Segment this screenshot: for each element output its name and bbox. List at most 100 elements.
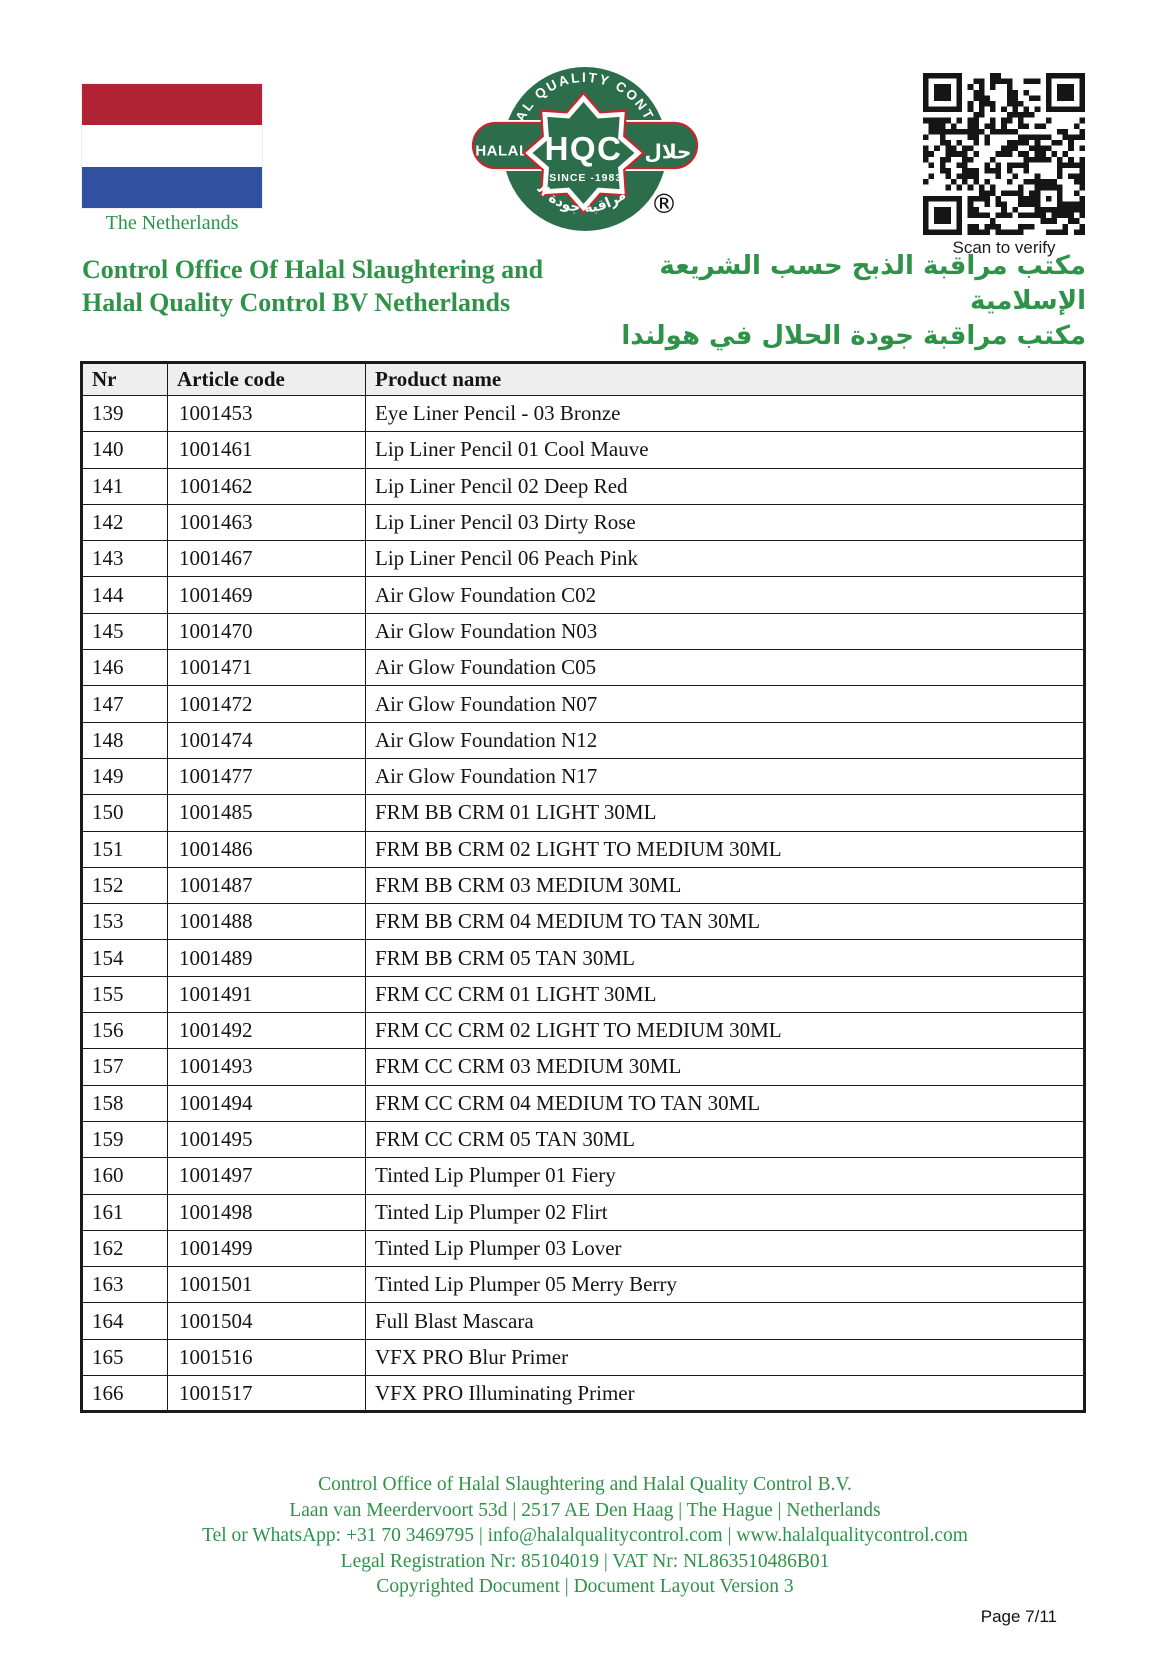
table-row: 149 1001477 Air Glow Foundation N17 <box>81 757 1085 796</box>
row-nr: 166 <box>81 1375 168 1413</box>
row-nr: 158 <box>81 1084 168 1122</box>
table-row: 151 1001486 FRM BB CRM 02 LIGHT TO MEDIUM … <box>81 830 1085 868</box>
row-nr: 147 <box>81 685 168 723</box>
row-product-name: Eye Liner Pencil - 03 Bronze <box>365 394 1085 433</box>
table-header-row: Nr Article code Product name <box>81 362 1085 396</box>
org-title-ar-line1: مكتب مراقبة الذبح حسب الشريعة الإسلامية <box>659 251 1086 316</box>
row-article-code: 1001477 <box>167 757 366 796</box>
product-table: Nr Article code Product name 139 1001453 E… <box>80 361 1086 1414</box>
org-title-en-line2: Halal Quality Control BV Netherlands <box>82 288 511 317</box>
table-row: 156 1001492 FRM CC CRM 02 LIGHT TO MEDIUM … <box>81 1012 1085 1050</box>
column-header-nr: Nr <box>81 362 168 396</box>
row-nr: 146 <box>81 649 168 687</box>
row-article-code: 1001488 <box>167 903 366 941</box>
row-product-name: Lip Liner Pencil 03 Dirty Rose <box>365 503 1085 542</box>
table-row: 142 1001463 Lip Liner Pencil 03 Dirty Rose <box>81 503 1085 542</box>
logo-star-inner <box>532 102 635 204</box>
footer-contact-line: Tel or WhatsApp: +31 70 3469795 | info@h… <box>202 1525 968 1547</box>
row-article-code: 1001467 <box>167 540 366 578</box>
row-product-name: FRM BB CRM 03 MEDIUM 30ML <box>365 866 1085 905</box>
row-nr: 157 <box>81 1048 168 1086</box>
table-row: 160 1001497 Tinted Lip Plumper 01 Fiery <box>81 1157 1085 1195</box>
table-row: 141 1001462 Lip Liner Pencil 02 Deep Red <box>81 467 1085 505</box>
row-nr: 153 <box>81 903 168 941</box>
row-article-code: 1001462 <box>167 467 366 505</box>
hqc-logo: HALAL QUALITY CONTROL HALAL حلال HQC -SI… <box>465 60 700 231</box>
row-nr: 144 <box>81 576 168 614</box>
qr-code <box>923 73 1085 235</box>
row-nr: 160 <box>81 1157 168 1195</box>
row-article-code: 1001499 <box>167 1229 366 1268</box>
row-product-name: Tinted Lip Plumper 01 Fiery <box>365 1157 1085 1195</box>
page-number: Page 7/11 <box>980 1607 1057 1626</box>
row-nr: 145 <box>81 612 168 651</box>
row-nr: 151 <box>81 830 168 868</box>
row-nr: 154 <box>81 939 168 977</box>
org-title-english: Control Office Of Halal Slaughtering and… <box>82 253 642 319</box>
logo-pill-halal-text: HALAL <box>475 142 528 159</box>
row-product-name: FRM CC CRM 02 LIGHT TO MEDIUM 30ML <box>365 1012 1085 1050</box>
org-title-en-line1: Control Office Of Halal Slaughtering and <box>82 255 544 284</box>
column-header-product-name: Product name <box>365 362 1085 396</box>
row-article-code: 1001471 <box>167 649 366 687</box>
table-row: 166 1001517 VFX PRO Illuminating Primer <box>81 1375 1085 1413</box>
row-nr: 148 <box>81 721 168 759</box>
row-article-code: 1001461 <box>167 431 366 469</box>
row-nr: 155 <box>81 975 168 1014</box>
row-product-name: Lip Liner Pencil 01 Cool Mauve <box>365 431 1085 469</box>
table-row: 158 1001494 FRM CC CRM 04 MEDIUM TO TAN 30… <box>81 1084 1085 1122</box>
footer-registration-line: Legal Registration Nr: 85104019 | VAT Nr… <box>340 1550 830 1572</box>
row-article-code: 1001463 <box>167 503 366 542</box>
table-row: 150 1001485 FRM BB CRM 01 LIGHT 30ML <box>81 794 1085 832</box>
logo-hqc-text: HQC <box>545 130 623 167</box>
table-row: 159 1001495 FRM CC CRM 05 TAN 30ML <box>81 1120 1085 1159</box>
flag-white-band <box>82 125 262 167</box>
row-nr: 164 <box>81 1302 168 1340</box>
table-row: 140 1001461 Lip Liner Pencil 01 Cool Mauve <box>81 431 1085 469</box>
row-product-name: Tinted Lip Plumper 05 Merry Berry <box>365 1266 1085 1304</box>
table-row: 165 1001516 VFX PRO Blur Primer <box>81 1338 1085 1377</box>
row-article-code: 1001469 <box>167 576 366 614</box>
row-nr: 161 <box>81 1193 168 1231</box>
row-nr: 140 <box>81 431 168 469</box>
row-article-code: 1001472 <box>167 685 366 723</box>
row-product-name: FRM CC CRM 05 TAN 30ML <box>365 1120 1085 1159</box>
logo-since-text: -SINCE -1983 <box>545 172 622 184</box>
row-product-name: Full Blast Mascara <box>365 1302 1085 1340</box>
row-nr: 150 <box>81 794 168 832</box>
table-row: 155 1001491 FRM CC CRM 01 LIGHT 30ML <box>81 975 1085 1014</box>
row-article-code: 1001489 <box>167 939 366 977</box>
org-title-arabic: مكتب مراقبة الذبح حسب الشريعة الإسلامية … <box>566 249 1086 354</box>
row-product-name: Air Glow Foundation N07 <box>365 685 1085 723</box>
footer-company-line: Control Office of Halal Slaughtering and… <box>318 1474 852 1495</box>
row-article-code: 1001498 <box>167 1193 366 1231</box>
row-article-code: 1001516 <box>167 1338 366 1377</box>
table-row: 161 1001498 Tinted Lip Plumper 02 Flirt <box>81 1193 1085 1231</box>
row-article-code: 1001497 <box>167 1157 366 1195</box>
flag-caption: The Netherlands <box>105 212 239 234</box>
row-nr: 156 <box>81 1012 168 1050</box>
table-row: 163 1001501 Tinted Lip Plumper 05 Merry Be… <box>81 1266 1085 1304</box>
row-product-name: VFX PRO Blur Primer <box>365 1338 1085 1377</box>
row-nr: 159 <box>81 1120 168 1159</box>
footer-copyright-line: Copyrighted Document | Document Layout V… <box>376 1576 794 1598</box>
row-article-code: 1001485 <box>167 794 366 832</box>
row-article-code: 1001486 <box>167 830 366 868</box>
row-product-name: FRM BB CRM 04 MEDIUM TO TAN 30ML <box>365 903 1085 941</box>
row-nr: 162 <box>81 1229 168 1268</box>
row-nr: 143 <box>81 540 168 578</box>
row-product-name: Air Glow Foundation C05 <box>365 649 1085 687</box>
table-row: 146 1001471 Air Glow Foundation C05 <box>81 649 1085 687</box>
table-row: 152 1001487 FRM BB CRM 03 MEDIUM 30ML <box>81 866 1085 905</box>
row-product-name: FRM BB CRM 01 LIGHT 30ML <box>365 794 1085 832</box>
row-article-code: 1001474 <box>167 721 366 759</box>
row-nr: 139 <box>81 394 168 433</box>
row-product-name: Lip Liner Pencil 02 Deep Red <box>365 467 1085 505</box>
org-title-ar-line2: مكتب مراقبة جودة الحلال في هولندا <box>621 321 1086 351</box>
row-nr: 152 <box>81 866 168 905</box>
row-article-code: 1001453 <box>167 394 366 433</box>
row-nr: 141 <box>81 467 168 505</box>
table-row: 148 1001474 Air Glow Foundation N12 <box>81 721 1085 759</box>
column-header-article-code: Article code <box>167 362 366 396</box>
row-product-name: FRM BB CRM 05 TAN 30ML <box>365 939 1085 977</box>
